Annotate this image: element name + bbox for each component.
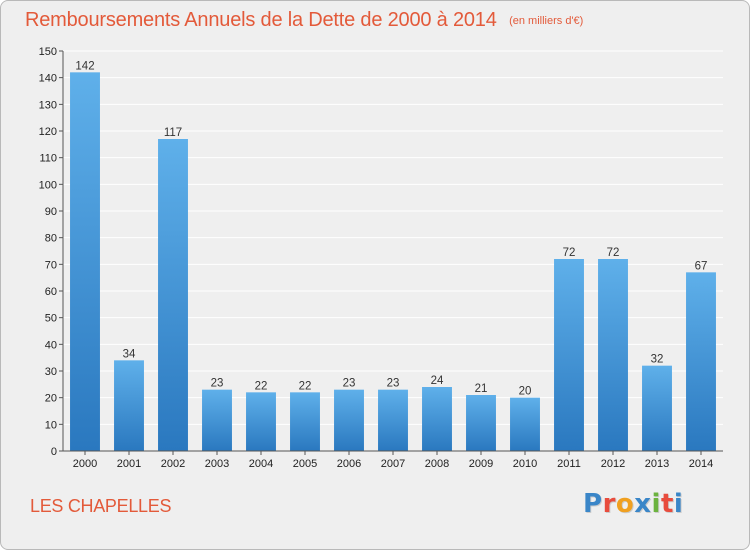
y-tick-label: 140 bbox=[39, 73, 57, 85]
logo-letter: P bbox=[583, 489, 603, 519]
bar bbox=[70, 72, 100, 451]
x-tick-label: 2007 bbox=[381, 458, 405, 470]
y-tick-label: 150 bbox=[39, 46, 57, 58]
data-label: 23 bbox=[343, 378, 356, 390]
data-label: 21 bbox=[475, 383, 488, 395]
data-label: 23 bbox=[387, 378, 400, 390]
logo-letter: x bbox=[634, 489, 652, 519]
x-tick-label: 2003 bbox=[205, 458, 229, 470]
bar bbox=[202, 389, 232, 451]
data-label: 24 bbox=[431, 375, 444, 387]
x-tick-label: 2012 bbox=[601, 458, 625, 470]
proxiti-logo[interactable]: Proxiti bbox=[583, 489, 683, 519]
x-tick-label: 2002 bbox=[161, 458, 185, 470]
data-label: 32 bbox=[651, 354, 664, 366]
bar bbox=[378, 389, 408, 451]
y-tick-label: 90 bbox=[45, 206, 57, 218]
y-tick-label: 20 bbox=[45, 393, 57, 405]
x-tick-label: 2001 bbox=[117, 458, 141, 470]
x-tick-label: 2011 bbox=[557, 458, 581, 470]
y-tick-label: 0 bbox=[51, 446, 57, 458]
bar bbox=[554, 259, 584, 451]
x-tick-label: 2010 bbox=[513, 458, 537, 470]
x-tick-label: 2000 bbox=[73, 458, 97, 470]
logo-letter: r bbox=[602, 489, 616, 519]
x-tick-label: 2009 bbox=[469, 458, 493, 470]
bar bbox=[466, 395, 496, 451]
y-tick-label: 10 bbox=[45, 419, 57, 431]
y-tick-label: 30 bbox=[45, 366, 57, 378]
data-label: 142 bbox=[75, 60, 94, 72]
y-tick-label: 70 bbox=[45, 259, 57, 271]
bar bbox=[598, 259, 628, 451]
commune-name: LES CHAPELLES bbox=[30, 496, 172, 516]
data-label: 20 bbox=[519, 386, 532, 398]
y-tick-label: 120 bbox=[39, 126, 57, 138]
x-tick-label: 2008 bbox=[425, 458, 449, 470]
data-label: 23 bbox=[211, 378, 224, 390]
y-tick-label: 40 bbox=[45, 339, 57, 351]
data-label: 34 bbox=[123, 348, 136, 360]
x-tick-label: 2005 bbox=[293, 458, 317, 470]
data-label: 72 bbox=[563, 247, 576, 259]
bar bbox=[422, 387, 452, 451]
logo-letter: i bbox=[651, 489, 661, 519]
x-tick-label: 2013 bbox=[645, 458, 669, 470]
y-tick-label: 50 bbox=[45, 313, 57, 325]
data-label: 117 bbox=[164, 127, 182, 139]
data-label: 22 bbox=[299, 380, 312, 392]
data-label: 72 bbox=[607, 247, 620, 259]
x-tick-label: 2006 bbox=[337, 458, 361, 470]
y-tick-label: 130 bbox=[39, 99, 57, 111]
bar bbox=[686, 272, 716, 451]
x-tick-label: 2014 bbox=[689, 458, 713, 470]
data-label: 67 bbox=[695, 260, 708, 272]
bar bbox=[246, 392, 276, 451]
logo-letter: i bbox=[673, 489, 684, 519]
y-tick-label: 80 bbox=[45, 233, 57, 245]
chart-title: Remboursements Annuels de la Dette de 20… bbox=[25, 9, 497, 31]
bar bbox=[510, 397, 540, 451]
chart-title-row: Remboursements Annuels de la Dette de 20… bbox=[25, 9, 583, 32]
bar bbox=[642, 365, 672, 451]
chart-unit: (en milliers d'€) bbox=[509, 15, 584, 27]
bar bbox=[158, 139, 188, 451]
logo-letter: o bbox=[615, 489, 635, 519]
x-tick-label: 2004 bbox=[249, 458, 273, 470]
y-tick-label: 60 bbox=[45, 286, 57, 298]
bar bbox=[114, 360, 144, 451]
data-label: 22 bbox=[255, 380, 268, 392]
logo-letter: t bbox=[660, 489, 674, 519]
y-tick-label: 100 bbox=[39, 179, 57, 191]
y-tick-label: 110 bbox=[39, 153, 57, 165]
bar bbox=[334, 389, 364, 451]
bar bbox=[290, 392, 320, 451]
